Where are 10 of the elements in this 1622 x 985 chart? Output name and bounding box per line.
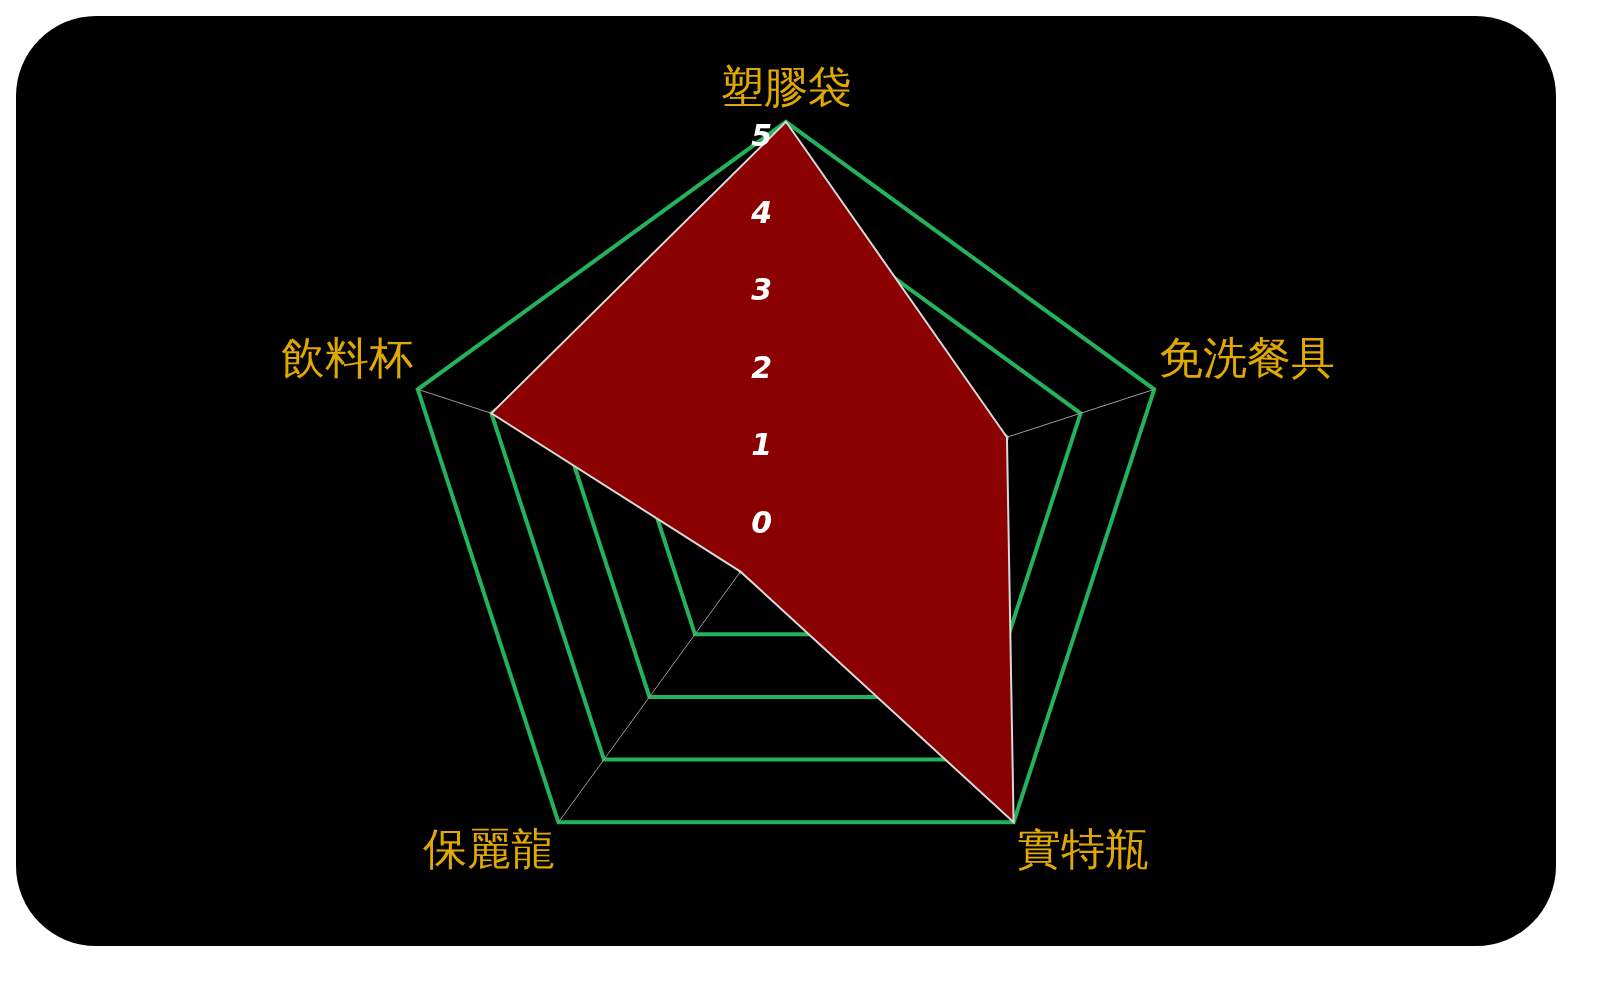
spoke-label: 塑膠袋 xyxy=(720,60,852,112)
spoke-label: 免洗餐具 xyxy=(1159,331,1335,383)
y-tick-label: 4 xyxy=(750,195,772,231)
y-tick-label: 3 xyxy=(751,272,772,308)
spoke-label: 實特瓶 xyxy=(1016,823,1149,875)
y-tick-label: 2 xyxy=(751,349,772,385)
y-tick-label: 0 xyxy=(751,504,772,540)
spoke-label: 飲料杯 xyxy=(281,331,413,383)
y-tick-label: 1 xyxy=(751,427,772,463)
spoke-label: 保麗龍 xyxy=(423,823,556,875)
